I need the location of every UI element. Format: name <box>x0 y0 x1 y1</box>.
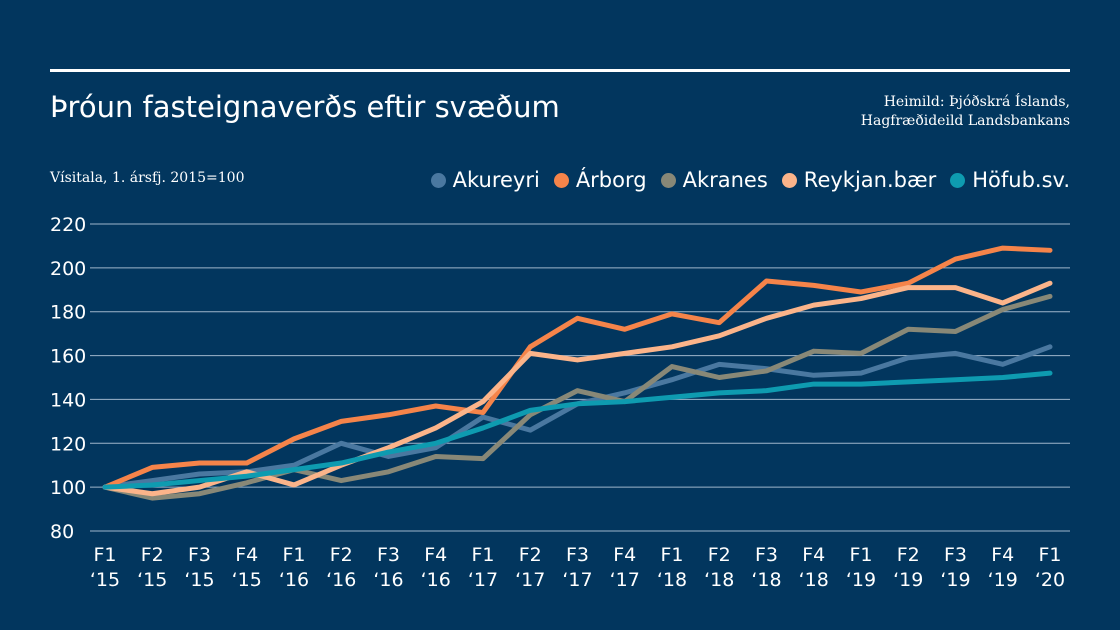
x-tick-label: ‘18 <box>799 569 829 591</box>
x-tick-label: ‘20 <box>1035 569 1065 591</box>
x-tick-label: F4 <box>235 544 258 566</box>
x-tick-label: F2 <box>897 544 920 566</box>
x-tick-label: ‘16 <box>373 569 403 591</box>
legend-item: Akranes <box>660 168 768 192</box>
y-tick-label: 180 <box>50 302 86 324</box>
x-tick-label: ‘19 <box>940 569 970 591</box>
x-tick-label: ‘16 <box>279 569 309 591</box>
legend-dot-icon <box>553 172 569 188</box>
x-tick-label: F2 <box>330 544 353 566</box>
legend-label: Árborg <box>575 168 647 192</box>
x-tick-label: ‘17 <box>610 569 640 591</box>
legend-label: Reykjan.bær <box>803 168 937 192</box>
x-tick-label: ‘17 <box>515 569 545 591</box>
x-tick-label: ‘15 <box>184 569 214 591</box>
y-tick-label: 160 <box>50 346 86 368</box>
x-tick-label: F4 <box>991 544 1014 566</box>
x-tick-label: ‘17 <box>562 569 592 591</box>
legend-item: Höfub.sv. <box>950 168 1070 192</box>
legend-item: Akureyri <box>430 168 540 192</box>
series-line-akureyri <box>102 344 1053 490</box>
x-tick-label: F4 <box>802 544 825 566</box>
y-tick-label: 220 <box>50 214 86 236</box>
chart-title: Þróun fasteignaverðs eftir svæðum <box>50 90 560 124</box>
legend-label: Höfub.sv. <box>972 168 1070 192</box>
y-axis-label: Vísitala, 1. ársfj. 2015=100 <box>50 170 245 186</box>
x-tick-label: F3 <box>944 544 967 566</box>
x-tick-label: F2 <box>708 544 731 566</box>
x-tick-label: F4 <box>613 544 636 566</box>
x-tick-label: F2 <box>141 544 164 566</box>
y-tick-label: 200 <box>50 258 86 280</box>
x-tick-label: ‘19 <box>893 569 923 591</box>
x-tick-label: F1 <box>849 544 872 566</box>
legend-item: Árborg <box>553 168 647 192</box>
x-tick-label: F2 <box>519 544 542 566</box>
x-tick-label: F1 <box>93 544 116 566</box>
legend-dot-icon <box>950 172 966 188</box>
x-tick-label: F3 <box>188 544 211 566</box>
x-tick-label: F1 <box>282 544 305 566</box>
legend-label: Akureyri <box>452 168 540 192</box>
x-tick-label: ‘18 <box>657 569 687 591</box>
y-tick-label: 100 <box>50 477 86 499</box>
legend-dot-icon <box>430 172 446 188</box>
x-tick-label: ‘18 <box>704 569 734 591</box>
top-rule <box>50 69 1070 72</box>
y-tick-label: 140 <box>50 389 86 411</box>
x-tick-label: ‘19 <box>846 569 876 591</box>
legend: Akureyri Árborg Akranes Reykjan.bær Höfub.sv… <box>430 168 1070 192</box>
source-line-2: Hagfræðideild Landsbankans <box>860 113 1070 129</box>
x-tick-label: ‘16 <box>421 569 451 591</box>
y-tick-label: 80 <box>50 521 74 543</box>
series-line-akranes <box>102 293 1053 501</box>
x-tick-label: F3 <box>377 544 400 566</box>
x-tick-label: ‘16 <box>326 569 356 591</box>
legend-dot-icon <box>781 172 797 188</box>
x-tick-label: ‘15 <box>90 569 120 591</box>
source-note: Heimild: Þjóðskrá Íslands, Hagfræðideild… <box>861 93 1070 131</box>
legend-label: Akranes <box>682 168 768 192</box>
x-tick-label: F3 <box>755 544 778 566</box>
legend-dot-icon <box>660 172 676 188</box>
x-tick-label: F4 <box>424 544 447 566</box>
x-tick-label: ‘19 <box>988 569 1018 591</box>
x-tick-label: ‘15 <box>232 569 262 591</box>
x-tick-label: ‘18 <box>751 569 781 591</box>
source-line-1: Heimild: Þjóðskrá Íslands, <box>883 94 1070 110</box>
x-tick-label: F1 <box>471 544 494 566</box>
x-tick-label: F1 <box>1038 544 1061 566</box>
x-tick-label: F3 <box>566 544 589 566</box>
x-tick-label: ‘15 <box>137 569 167 591</box>
x-tick-label: F1 <box>660 544 683 566</box>
series-line--rborg <box>102 245 1053 490</box>
legend-item: Reykjan.bær <box>781 168 937 192</box>
x-tick-label: ‘17 <box>468 569 498 591</box>
y-tick-label: 120 <box>50 433 86 455</box>
